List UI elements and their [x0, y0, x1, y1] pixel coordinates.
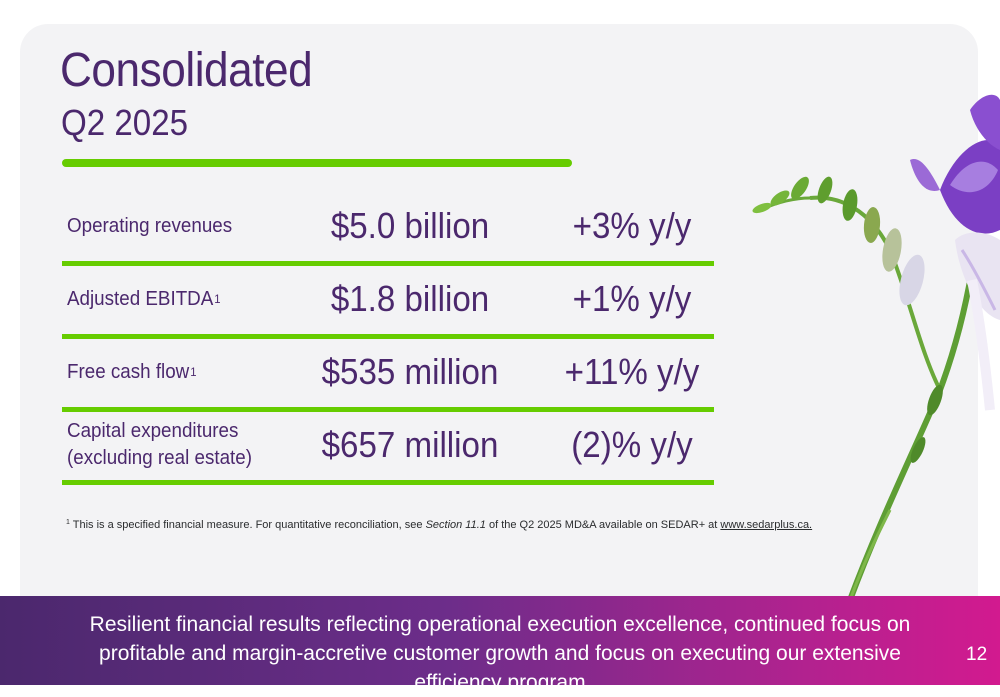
metric-label: Free cash flow 1 — [67, 337, 196, 407]
freesia-flower-illustration — [752, 94, 1000, 600]
metric-value: $5.0 billion — [330, 205, 490, 246]
metric-row-capital-expenditures: Capital expenditures (excluding real est… — [62, 410, 714, 485]
metric-value: $657 million — [321, 424, 499, 465]
metric-label-text: Adjusted EBITDA — [67, 287, 214, 310]
footnote-mark: 1 — [66, 519, 70, 526]
metric-label: Adjusted EBITDA 1 — [67, 264, 221, 334]
summary-banner: Resilient financial results reflecting o… — [0, 596, 1000, 694]
page-number: 12 — [966, 644, 988, 665]
metric-row-adjusted-ebitda: Adjusted EBITDA 1 $1.8 billion +1% y/y — [62, 264, 714, 339]
footnote-marker: 1 — [214, 291, 221, 306]
metric-label: Capital expenditures (excluding real est… — [67, 410, 252, 480]
sedar-link[interactable]: www.sedarplus.ca. — [720, 519, 813, 531]
page-subtitle: Q2 2025 — [61, 102, 189, 143]
metric-label-text: Capital expenditures (excluding real est… — [67, 420, 252, 469]
footnote: 1 This is a specified financial measure.… — [66, 519, 812, 531]
footnote-marker: 1 — [190, 364, 197, 379]
metric-change: (2)% y/y — [571, 424, 693, 465]
metric-label-text: Operating revenues — [67, 214, 233, 237]
metric-change: +1% y/y — [572, 278, 692, 319]
footnote-text: of the Q2 2025 MD&A available on SEDAR+ … — [485, 519, 721, 531]
metric-row-free-cash-flow: Free cash flow 1 $535 million +11% y/y — [62, 337, 714, 412]
content-card — [20, 24, 978, 624]
metric-value: $535 million — [321, 351, 499, 392]
metric-row-operating-revenues: Operating revenues $5.0 billion +3% y/y — [62, 191, 714, 266]
banner-text: Resilient financial results reflecting o… — [89, 613, 911, 694]
footnote-section: Section 11.1 — [425, 519, 486, 531]
metric-label: Operating revenues — [67, 191, 232, 261]
page-title: Consolidated — [60, 44, 313, 97]
metric-value: $1.8 billion — [330, 278, 490, 319]
title-underline — [62, 159, 572, 167]
footnote-text: This is a specified financial measure. F… — [69, 519, 426, 531]
metric-label-text: Free cash flow — [67, 360, 190, 383]
metric-change: +11% y/y — [564, 351, 700, 392]
metric-change: +3% y/y — [572, 205, 692, 246]
